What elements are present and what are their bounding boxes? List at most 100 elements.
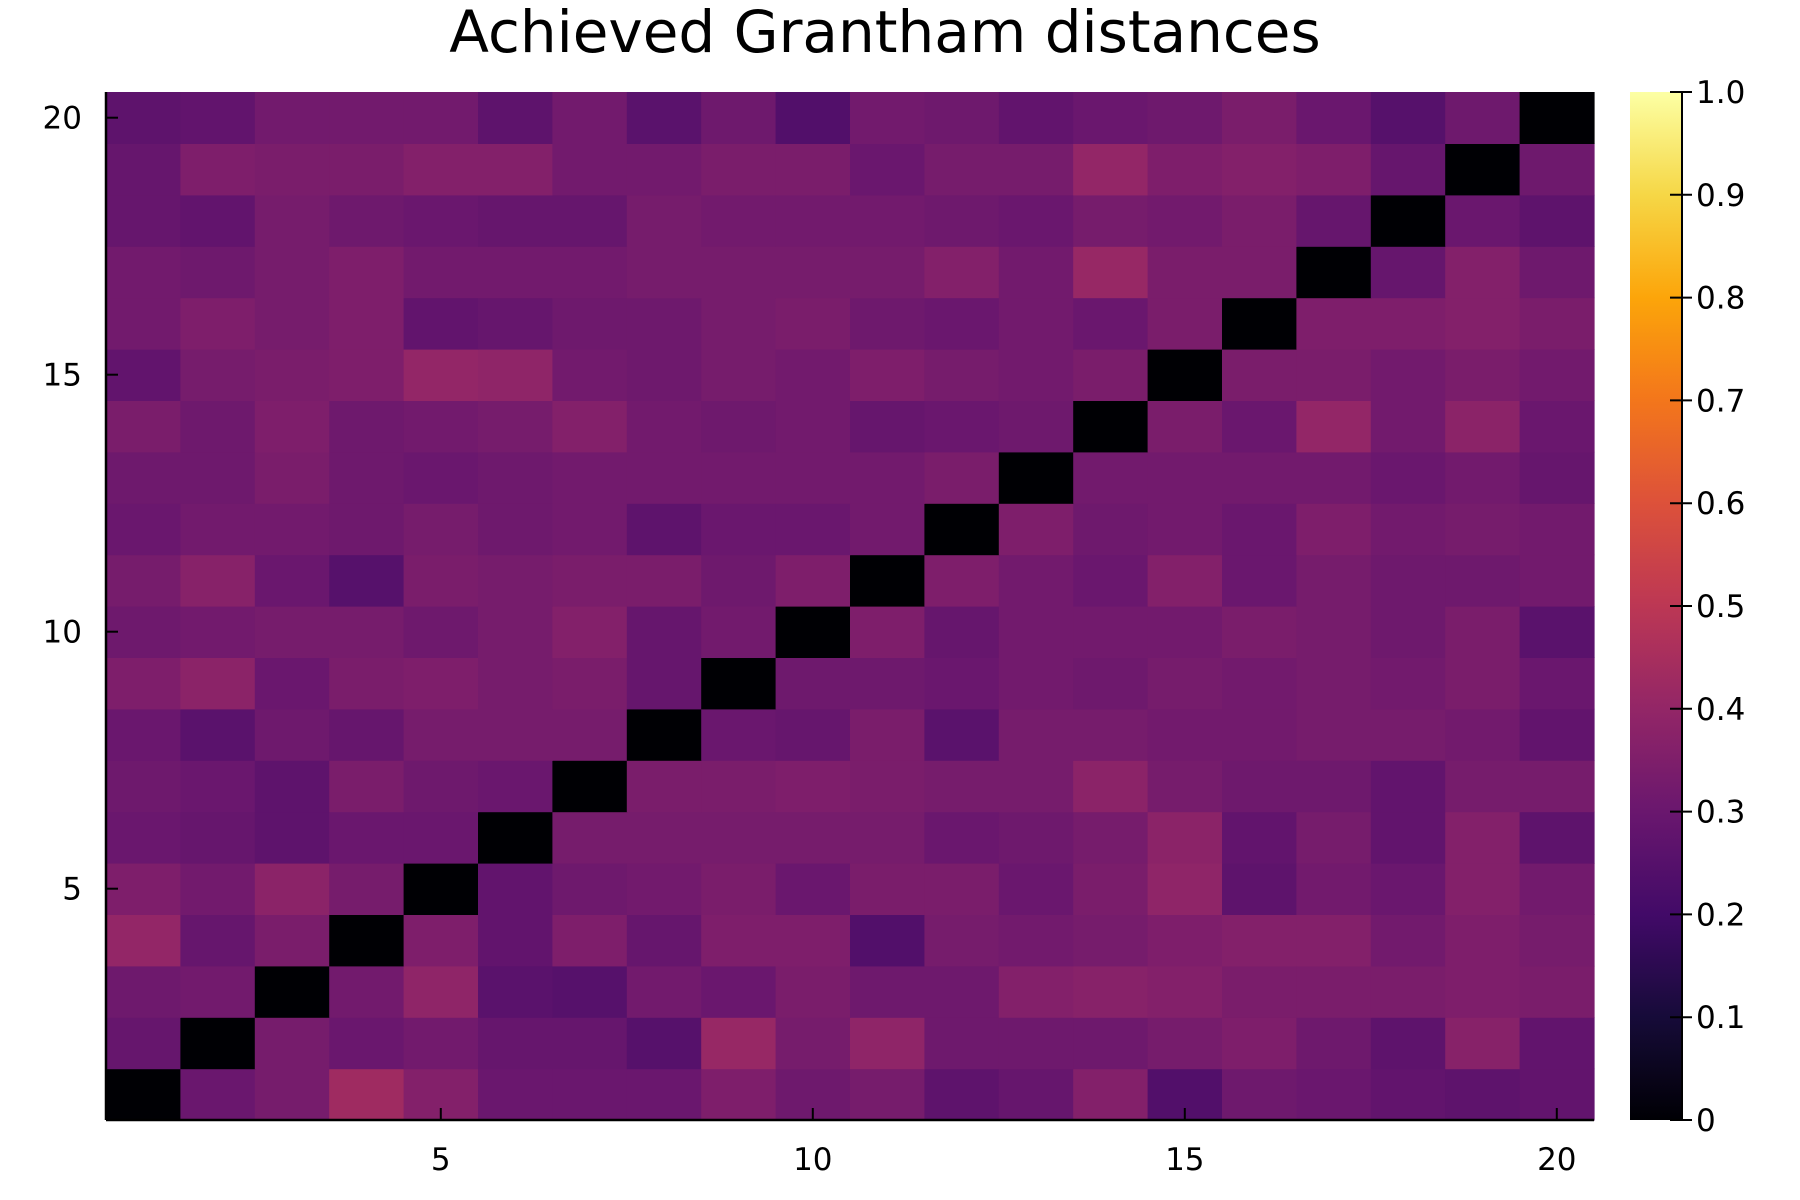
heatmap-cell-7-12	[552, 503, 628, 556]
heatmap-cell-16-11	[1222, 554, 1297, 607]
heatmap-cell-15-10	[1147, 606, 1223, 658]
heatmap-cell-2-19	[180, 143, 256, 196]
heatmap-cell-15-18	[1147, 194, 1223, 247]
heatmap-cell-12-8	[924, 708, 1000, 761]
heatmap-cell-8-9	[626, 657, 702, 710]
heatmap-cell-3-15	[254, 349, 330, 401]
heatmap-cell-9-7	[701, 760, 777, 813]
heatmap-cell-13-10	[998, 606, 1074, 658]
heatmap-cell-16-13	[1222, 451, 1297, 504]
heatmap-cell-12-17	[924, 246, 1000, 299]
heatmap-cell-12-10	[924, 606, 1000, 658]
heatmap-cell-12-19	[924, 143, 1000, 196]
heatmap-cell-11-20	[850, 92, 925, 144]
heatmap-cell-19-8	[1445, 708, 1521, 761]
heatmap-cell-5-13	[403, 451, 479, 504]
heatmap-cell-8-12	[626, 503, 702, 556]
heatmap-cell-6-17	[478, 246, 553, 299]
heatmap-cell-17-8	[1296, 708, 1372, 761]
heatmap-cell-8-6	[626, 811, 702, 864]
heatmap-cell-4-13	[329, 451, 405, 504]
heatmap-cell-2-7	[180, 760, 256, 813]
heatmap-cell-11-7	[850, 760, 925, 813]
heatmap-cell-19-11	[1445, 554, 1521, 607]
heatmap-cell-13-3	[998, 965, 1074, 1018]
heatmap-cell-19-16	[1445, 297, 1521, 350]
heatmap-cell-15-3	[1147, 965, 1223, 1018]
heatmap-cell-6-6	[478, 811, 553, 864]
heatmap-cell-18-3	[1370, 965, 1446, 1018]
heatmap-cell-3-1	[254, 1068, 330, 1121]
heatmap-cell-15-5	[1147, 863, 1223, 915]
heatmap-cell-19-1	[1445, 1068, 1521, 1121]
heatmap-cell-20-11	[1519, 554, 1595, 607]
heatmap-cell-14-6	[1073, 811, 1149, 864]
heatmap-cell-6-15	[478, 349, 553, 401]
heatmap-cell-6-19	[478, 143, 553, 196]
heatmap-cell-18-2	[1370, 1017, 1446, 1070]
heatmap-cell-2-1	[180, 1068, 256, 1121]
heatmap-cell-3-18	[254, 194, 330, 247]
heatmap-cell-7-8	[552, 708, 628, 761]
heatmap-cell-14-11	[1073, 554, 1149, 607]
heatmap-cell-18-7	[1370, 760, 1446, 813]
colorbar-tick-label-0: 0	[1696, 1103, 1716, 1139]
heatmap-cell-5-19	[403, 143, 479, 196]
heatmap-cell-4-20	[329, 92, 405, 144]
heatmap-cell-19-12	[1445, 503, 1521, 556]
heatmap-cell-4-6	[329, 811, 405, 864]
heatmap-cell-9-4	[701, 914, 777, 967]
heatmap-cell-15-15	[1147, 349, 1223, 401]
heatmap-cell-17-11	[1296, 554, 1372, 607]
heatmap-cell-3-17	[254, 246, 330, 299]
heatmap-cell-4-18	[329, 194, 405, 247]
heatmap-cell-3-5	[254, 863, 330, 915]
heatmap-cell-1-11	[106, 554, 181, 607]
heatmap-cell-17-4	[1296, 914, 1372, 967]
heatmap-cell-2-15	[180, 349, 256, 401]
heatmap-cell-1-9	[106, 657, 181, 710]
heatmap-cell-9-8	[701, 708, 777, 761]
heatmap-cell-1-7	[106, 760, 181, 813]
heatmap-cell-13-16	[998, 297, 1074, 350]
heatmap-cell-8-10	[626, 606, 702, 658]
colorbar-tick-label-7: 0.7	[1696, 383, 1745, 419]
heatmap-cell-3-10	[254, 606, 330, 658]
heatmap-cell-7-19	[552, 143, 628, 196]
x-tick-label-20: 20	[1537, 1142, 1576, 1178]
heatmap-cell-5-17	[403, 246, 479, 299]
heatmap-cell-5-10	[403, 606, 479, 658]
y-axis-ticks: 5 10 15 20	[43, 101, 118, 908]
heatmap-cell-19-5	[1445, 863, 1521, 915]
heatmap-cell-9-16	[701, 297, 777, 350]
heatmap-cell-6-10	[478, 606, 553, 658]
heatmap-cell-2-3	[180, 965, 256, 1018]
heatmap-cell-2-10	[180, 606, 256, 658]
heatmap-cell-5-9	[403, 657, 479, 710]
heatmap-cell-4-10	[329, 606, 405, 658]
heatmap-cell-4-3	[329, 965, 405, 1018]
heatmap-cell-1-6	[106, 811, 181, 864]
colorbar-tick-label-5: 0.5	[1696, 589, 1745, 625]
x-tick-label-10: 10	[793, 1142, 832, 1178]
heatmap-cell-18-18	[1370, 194, 1446, 247]
heatmap-cell-17-17	[1296, 246, 1372, 299]
heatmap-cell-14-20	[1073, 92, 1149, 144]
heatmap-cell-19-9	[1445, 657, 1521, 710]
heatmap-cell-20-15	[1519, 349, 1595, 401]
heatmap-cell-12-18	[924, 194, 1000, 247]
heatmap-cell-19-13	[1445, 451, 1521, 504]
heatmap-cell-1-17	[106, 246, 181, 299]
heatmap-cell-13-17	[998, 246, 1074, 299]
heatmap-cell-6-12	[478, 503, 553, 556]
heatmap-cell-12-20	[924, 92, 1000, 144]
heatmap-cell-5-4	[403, 914, 479, 967]
heatmap-cell-7-3	[552, 965, 628, 1018]
heatmap-cell-4-16	[329, 297, 405, 350]
heatmap-cell-18-15	[1370, 349, 1446, 401]
heatmap-cell-18-10	[1370, 606, 1446, 658]
heatmap-cell-4-7	[329, 760, 405, 813]
heatmap-cell-5-14	[403, 400, 479, 453]
heatmap-cell-14-7	[1073, 760, 1149, 813]
